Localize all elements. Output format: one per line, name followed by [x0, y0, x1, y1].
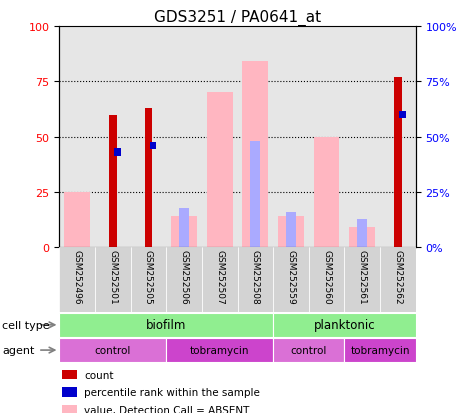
Bar — [171, 217, 197, 248]
Text: GSM252561: GSM252561 — [358, 250, 367, 304]
Text: biofilm: biofilm — [146, 318, 186, 332]
Bar — [166, 27, 202, 248]
Bar — [131, 27, 166, 248]
Title: GDS3251 / PA0641_at: GDS3251 / PA0641_at — [154, 9, 321, 26]
Text: control: control — [291, 345, 327, 355]
Bar — [273, 313, 416, 337]
Text: count: count — [84, 370, 114, 380]
Bar — [380, 248, 416, 312]
Bar — [273, 338, 344, 362]
Bar — [380, 27, 416, 248]
Text: control: control — [95, 345, 131, 355]
Bar — [59, 338, 166, 362]
Bar — [59, 248, 95, 312]
Bar — [238, 248, 273, 312]
Text: tobramycin: tobramycin — [190, 345, 249, 355]
Bar — [309, 27, 344, 248]
Bar — [202, 248, 238, 312]
Bar — [62, 387, 76, 397]
Bar — [344, 248, 380, 312]
Bar — [238, 27, 273, 248]
Bar — [344, 338, 416, 362]
Bar — [202, 27, 238, 248]
Bar — [286, 212, 296, 248]
Bar — [95, 248, 131, 312]
Bar — [109, 115, 117, 248]
Text: percentile rank within the sample: percentile rank within the sample — [84, 387, 260, 397]
Bar — [207, 93, 233, 248]
Text: GSM252559: GSM252559 — [286, 250, 295, 304]
Text: GSM252507: GSM252507 — [215, 250, 224, 304]
Text: GSM252496: GSM252496 — [73, 250, 82, 304]
Bar — [394, 78, 402, 248]
Bar — [166, 338, 273, 362]
Bar — [114, 149, 121, 157]
Bar — [144, 109, 152, 248]
Text: GSM252560: GSM252560 — [322, 250, 331, 304]
Bar — [62, 370, 76, 380]
Text: value, Detection Call = ABSENT: value, Detection Call = ABSENT — [84, 405, 249, 413]
Bar — [357, 219, 367, 248]
Bar — [59, 313, 273, 337]
Text: GSM252505: GSM252505 — [144, 250, 153, 304]
Bar — [243, 62, 268, 248]
Text: tobramycin: tobramycin — [350, 345, 410, 355]
Bar — [314, 137, 339, 248]
Text: planktonic: planktonic — [314, 318, 375, 332]
Bar — [64, 192, 90, 248]
Bar — [350, 228, 375, 248]
Text: agent: agent — [2, 345, 35, 355]
Bar — [62, 405, 76, 413]
Bar — [278, 217, 304, 248]
Bar — [59, 27, 95, 248]
Text: GSM252508: GSM252508 — [251, 250, 260, 304]
Text: GSM252506: GSM252506 — [180, 250, 189, 304]
Bar — [250, 142, 260, 248]
Bar — [399, 112, 406, 119]
Bar — [95, 27, 131, 248]
Bar — [179, 208, 189, 248]
Text: cell type: cell type — [2, 320, 50, 330]
Bar — [273, 248, 309, 312]
Bar — [344, 27, 380, 248]
Text: GSM252501: GSM252501 — [108, 250, 117, 304]
Bar — [166, 248, 202, 312]
Bar — [309, 248, 344, 312]
Bar — [273, 27, 309, 248]
Bar — [150, 142, 156, 150]
Bar — [131, 248, 166, 312]
Text: GSM252562: GSM252562 — [393, 250, 402, 304]
